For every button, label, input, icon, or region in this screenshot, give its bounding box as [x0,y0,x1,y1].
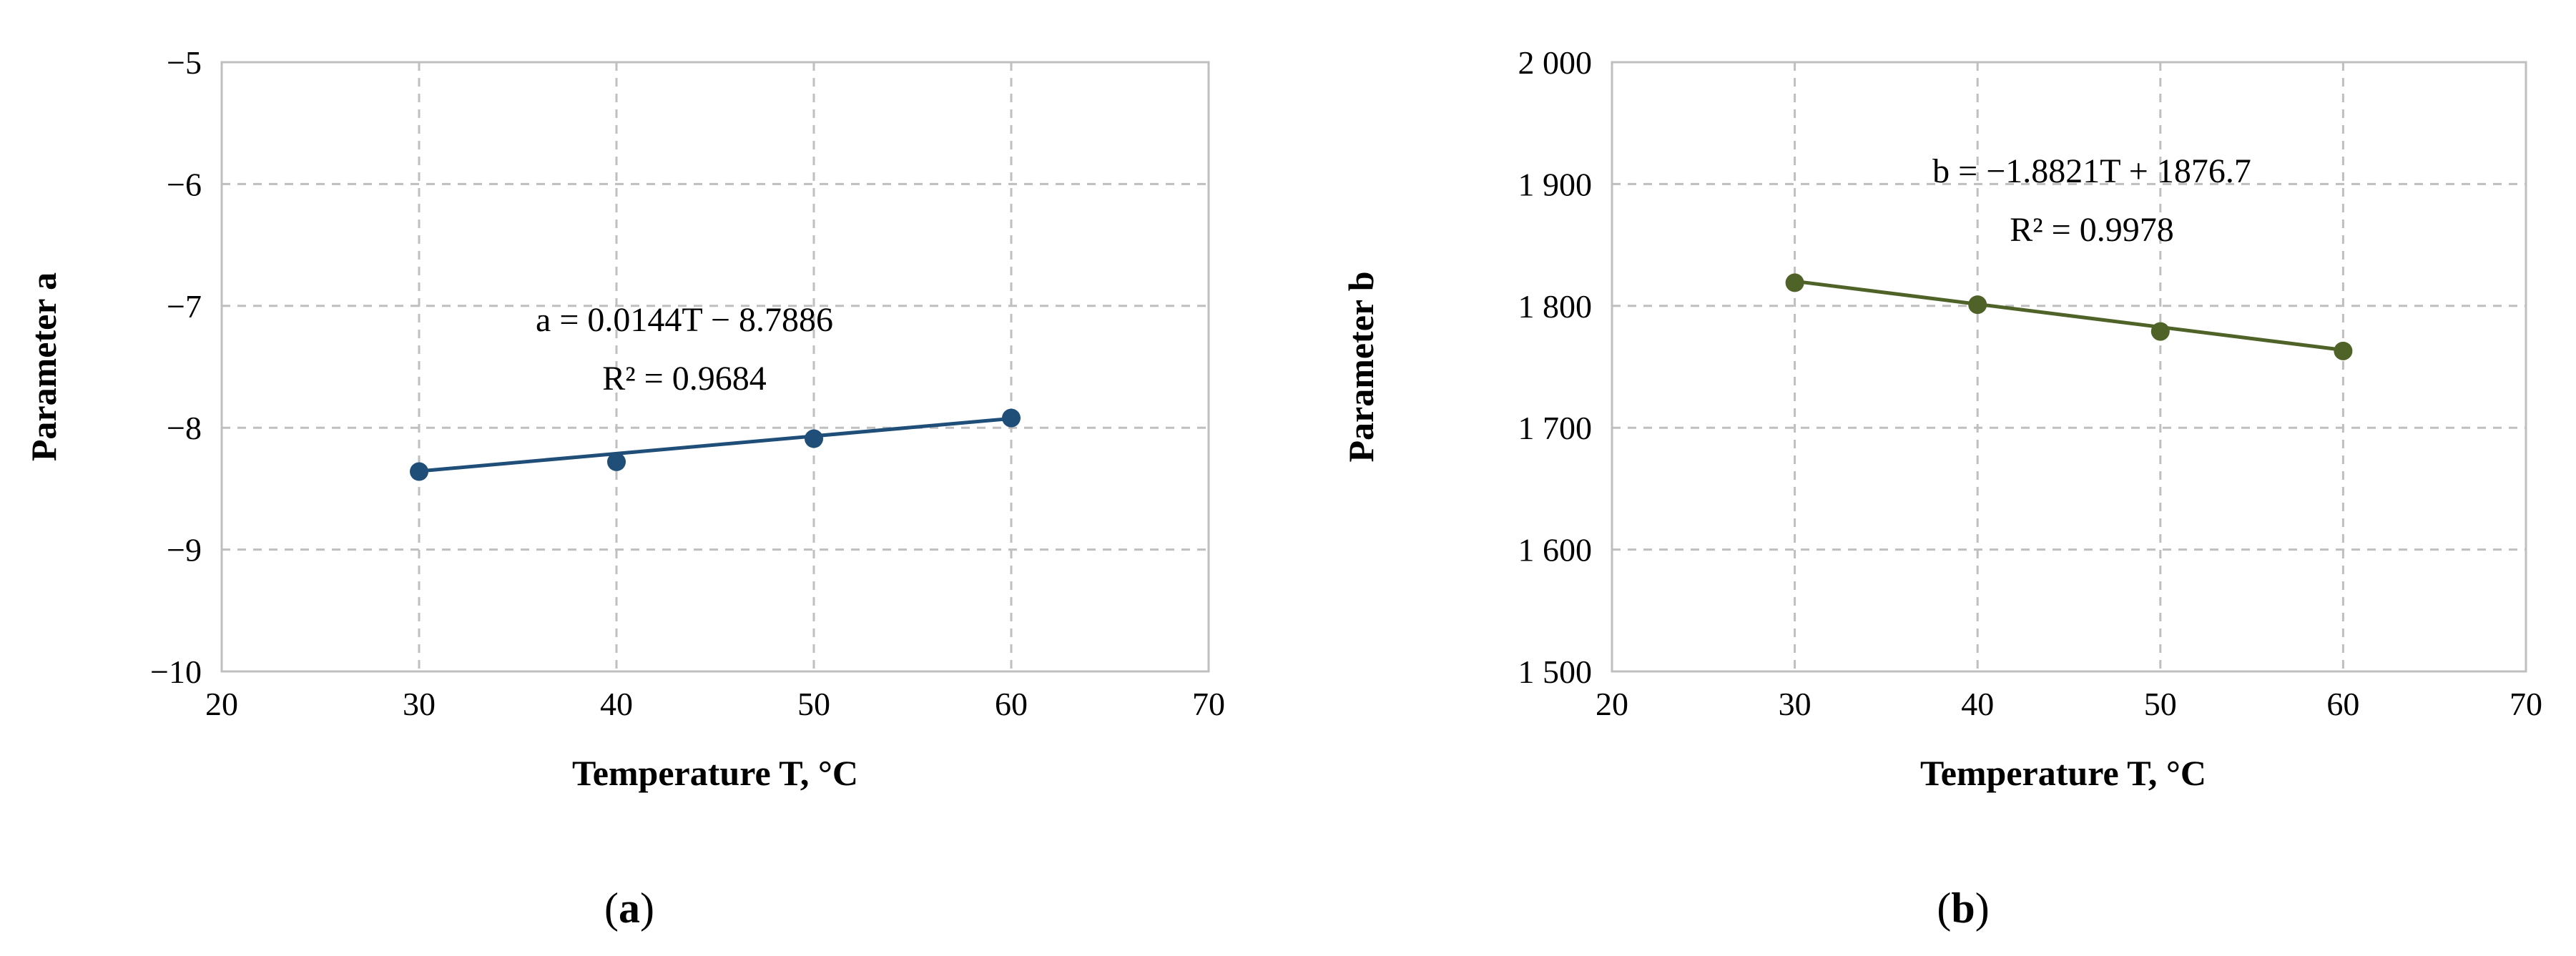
data-points-b [1785,273,2353,360]
x-tick-label: 50 [2144,686,2177,722]
r-squared-label-a: R² = 0.9684 [602,360,766,398]
trendline-b [1794,279,2344,353]
chart-panel-b: 2 000 1 900 1 800 1 700 1 600 1 500 20 3… [1341,44,2542,932]
chart-panel-a: −5 −6 −7 −8 −9 −10 20 30 40 50 60 70 a =… [24,44,1225,932]
y-tick-label: 2 000 [1518,44,1593,81]
y-tick-label: 1 900 [1518,166,1593,202]
data-point [805,429,823,448]
x-tick-label: 20 [1596,686,1628,722]
x-tick-label: 50 [797,686,830,722]
y-tick-labels-a: −5 −6 −7 −8 −9 −10 [150,44,202,690]
x-tick-label: 30 [403,686,436,722]
x-tick-label: 40 [600,686,633,722]
y-tick-label: −10 [150,654,202,690]
y-tick-label: −8 [167,410,202,446]
y-tick-labels-b: 2 000 1 900 1 800 1 700 1 600 1 500 [1518,44,1593,690]
x-tick-labels-a: 20 30 40 50 60 70 [205,686,1225,722]
equation-label-a: a = 0.0144T − 8.7886 [536,301,833,339]
data-point [1785,273,1804,292]
panel-label-a: (a) [604,884,654,932]
y-tick-label: −6 [167,166,202,202]
x-tick-label: 60 [2326,686,2359,722]
data-points-a [410,408,1021,481]
y-tick-label: 1 500 [1518,654,1593,690]
plot-area-a [220,61,1210,673]
x-tick-label: 20 [205,686,238,722]
y-tick-label: 1 600 [1518,532,1593,568]
y-tick-label: 1 800 [1518,288,1593,325]
data-point [607,452,626,471]
x-tick-label: 70 [1192,686,1225,722]
grid-b [1612,62,2526,671]
x-tick-label: 40 [1961,686,1994,722]
x-tick-label: 60 [995,686,1028,722]
grid-a [222,62,1209,671]
trendline-a [418,416,1012,473]
x-tick-label: 70 [2509,686,2542,722]
y-tick-label: −7 [167,288,202,325]
y-axis-title-a: Parameter a [24,272,64,461]
data-point [1002,408,1021,428]
r-squared-label-b: R² = 0.9978 [2010,211,2173,249]
y-tick-label: −5 [167,44,202,81]
y-tick-label: −9 [167,532,202,568]
x-tick-label: 30 [1779,686,1811,722]
data-point [410,462,428,481]
panel-label-b: (b) [1937,884,1989,932]
equation-label-b: b = −1.8821T + 1876.7 [1932,152,2251,190]
y-tick-label: 1 700 [1518,410,1593,446]
x-axis-title-b: Temperature T, °C [1920,753,2206,793]
x-tick-labels-b: 20 30 40 50 60 70 [1596,686,2542,722]
y-axis-title-b: Parameter b [1341,271,1381,462]
data-point [1968,295,1987,315]
data-point [2150,322,2170,341]
plot-area-b [1611,61,2527,673]
x-axis-title-a: Temperature T, °C [572,753,858,793]
data-point [2334,341,2353,360]
